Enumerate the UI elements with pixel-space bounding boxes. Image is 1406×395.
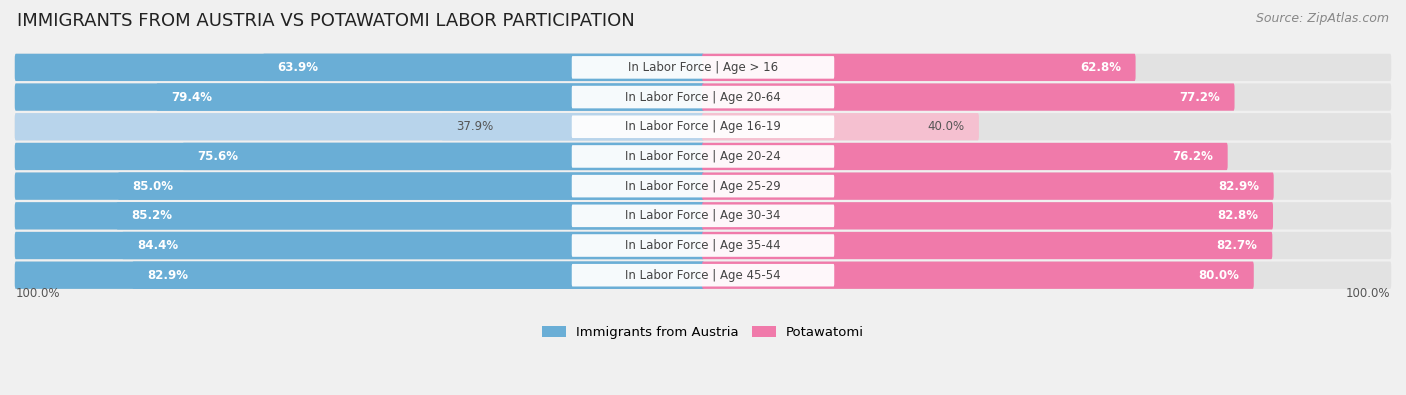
FancyBboxPatch shape [702,202,1272,229]
Text: In Labor Force | Age 20-24: In Labor Force | Age 20-24 [626,150,780,163]
Text: 63.9%: 63.9% [277,61,319,74]
FancyBboxPatch shape [117,202,704,229]
FancyBboxPatch shape [572,86,834,108]
FancyBboxPatch shape [572,175,834,198]
FancyBboxPatch shape [572,115,834,138]
FancyBboxPatch shape [572,145,834,168]
Text: 37.9%: 37.9% [457,120,494,133]
Text: 100.0%: 100.0% [15,287,60,300]
FancyBboxPatch shape [702,54,1136,81]
FancyBboxPatch shape [132,261,704,289]
FancyBboxPatch shape [15,173,704,200]
Text: 82.7%: 82.7% [1216,239,1257,252]
FancyBboxPatch shape [15,113,704,140]
Text: 75.6%: 75.6% [197,150,238,163]
FancyBboxPatch shape [15,143,1391,170]
Text: In Labor Force | Age 35-44: In Labor Force | Age 35-44 [626,239,780,252]
Text: 62.8%: 62.8% [1080,61,1121,74]
Text: In Labor Force | Age 30-34: In Labor Force | Age 30-34 [626,209,780,222]
FancyBboxPatch shape [572,234,834,257]
Text: In Labor Force | Age 16-19: In Labor Force | Age 16-19 [626,120,780,133]
FancyBboxPatch shape [15,261,704,289]
Legend: Immigrants from Austria, Potawatomi: Immigrants from Austria, Potawatomi [537,320,869,344]
FancyBboxPatch shape [15,113,1391,140]
FancyBboxPatch shape [572,205,834,227]
FancyBboxPatch shape [702,143,1227,170]
FancyBboxPatch shape [15,202,704,229]
FancyBboxPatch shape [15,261,1391,289]
FancyBboxPatch shape [15,54,1391,81]
FancyBboxPatch shape [15,202,1391,229]
FancyBboxPatch shape [15,54,704,81]
FancyBboxPatch shape [702,83,1234,111]
Text: 82.9%: 82.9% [1218,180,1258,193]
FancyBboxPatch shape [702,232,1272,259]
FancyBboxPatch shape [118,173,704,200]
Text: 76.2%: 76.2% [1173,150,1213,163]
FancyBboxPatch shape [702,261,1254,289]
Text: In Labor Force | Age 25-29: In Labor Force | Age 25-29 [626,180,780,193]
Text: 77.2%: 77.2% [1180,90,1220,103]
FancyBboxPatch shape [572,264,834,286]
Text: In Labor Force | Age 45-54: In Labor Force | Age 45-54 [626,269,780,282]
FancyBboxPatch shape [156,83,704,111]
Text: In Labor Force | Age 20-64: In Labor Force | Age 20-64 [626,90,780,103]
FancyBboxPatch shape [15,232,1391,259]
FancyBboxPatch shape [263,54,704,81]
FancyBboxPatch shape [702,113,979,140]
Text: 79.4%: 79.4% [172,90,212,103]
FancyBboxPatch shape [183,143,704,170]
FancyBboxPatch shape [122,232,704,259]
Text: IMMIGRANTS FROM AUSTRIA VS POTAWATOMI LABOR PARTICIPATION: IMMIGRANTS FROM AUSTRIA VS POTAWATOMI LA… [17,12,634,30]
FancyBboxPatch shape [572,56,834,79]
FancyBboxPatch shape [15,143,704,170]
Text: 84.4%: 84.4% [136,239,179,252]
Text: 85.0%: 85.0% [132,180,173,193]
Text: 80.0%: 80.0% [1198,269,1239,282]
Text: 82.9%: 82.9% [148,269,188,282]
Text: 85.2%: 85.2% [131,209,173,222]
FancyBboxPatch shape [15,232,704,259]
FancyBboxPatch shape [441,113,704,140]
Text: 100.0%: 100.0% [1346,287,1391,300]
FancyBboxPatch shape [702,173,1274,200]
Text: 82.8%: 82.8% [1218,209,1258,222]
FancyBboxPatch shape [15,83,1391,111]
Text: In Labor Force | Age > 16: In Labor Force | Age > 16 [628,61,778,74]
FancyBboxPatch shape [15,83,704,111]
Text: 40.0%: 40.0% [927,120,965,133]
Text: Source: ZipAtlas.com: Source: ZipAtlas.com [1256,12,1389,25]
FancyBboxPatch shape [15,173,1391,200]
